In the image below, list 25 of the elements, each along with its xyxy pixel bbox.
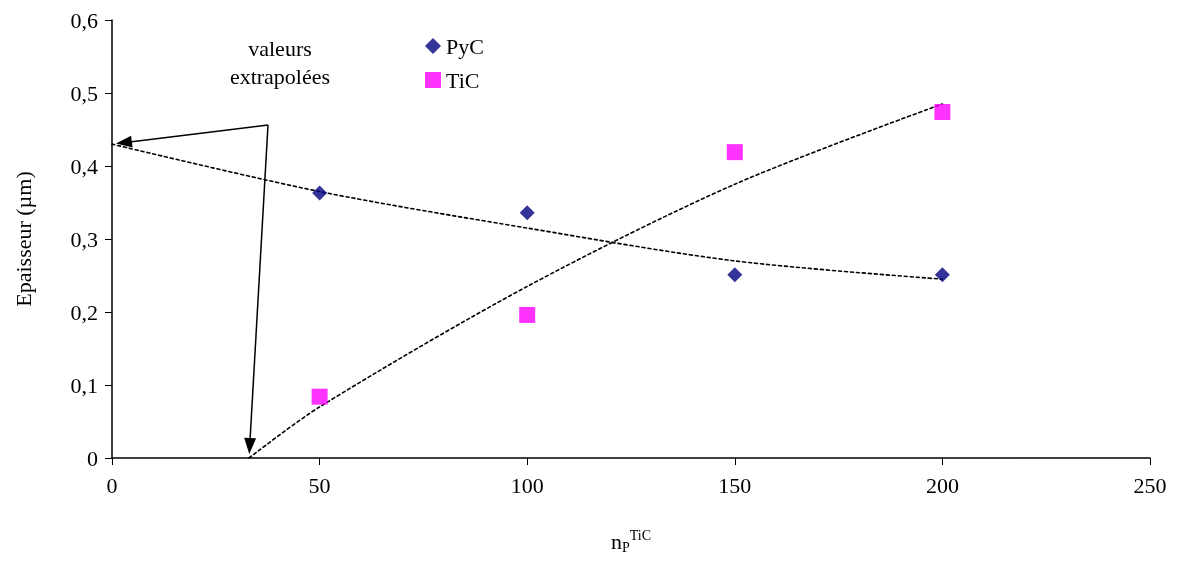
x-tick-label: 100 xyxy=(510,472,544,498)
y-tick-label: 0,1 xyxy=(70,372,98,398)
point xyxy=(727,267,743,283)
y-tick-label: 0 xyxy=(87,445,98,471)
point xyxy=(934,267,950,283)
x-tick-label: 200 xyxy=(925,472,959,498)
point xyxy=(312,185,328,201)
legend-label: PyC xyxy=(446,33,484,59)
point xyxy=(519,306,536,323)
y-tick-label: 0,5 xyxy=(70,80,98,106)
point xyxy=(726,144,743,161)
y-axis-title: Epaisseur (µm) xyxy=(10,171,36,307)
x-tick-label: 50 xyxy=(308,472,331,498)
point xyxy=(519,205,535,221)
y-tick-label: 0,6 xyxy=(70,7,98,33)
annotation: valeurs extrapolées xyxy=(229,36,331,89)
y-tick-label: 0,3 xyxy=(70,226,98,252)
y-tick-label: 0,2 xyxy=(70,299,98,325)
x-tick-label: 0 xyxy=(106,472,118,498)
x-tick-label: 150 xyxy=(718,472,752,498)
point xyxy=(311,388,328,405)
y-tick-label: 0,4 xyxy=(70,153,98,179)
x-tick-label: 250 xyxy=(1133,472,1167,498)
point xyxy=(934,103,951,120)
legend-label: TiC xyxy=(446,67,480,93)
